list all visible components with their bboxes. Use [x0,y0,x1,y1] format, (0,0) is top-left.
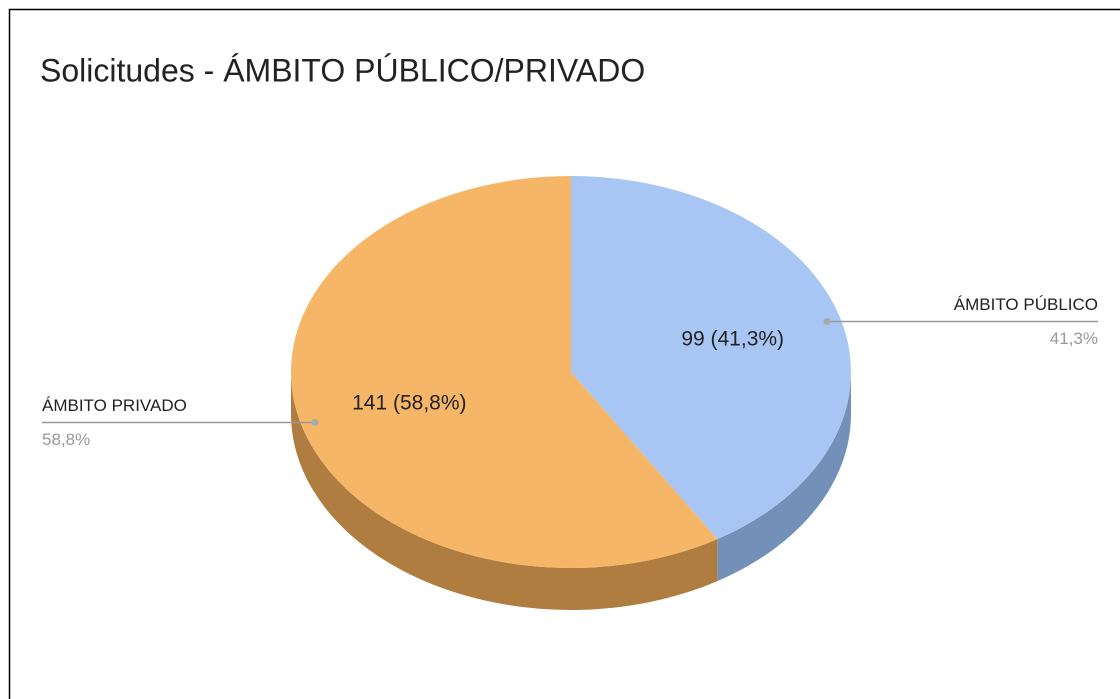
slice-percent-label: 41,3% [1050,329,1098,348]
slice-side [717,372,851,582]
pie-slice [290,176,718,569]
slice-side [291,372,718,610]
leader-dot [311,419,319,427]
slice-value-label: 99 (41,3%) [681,328,784,351]
chart-title: Solicitudes - ÁMBITO PÚBLICO/PRIVADO [40,52,645,88]
slice-category-label: ÁMBITO PRIVADO [42,396,187,415]
leader-dot [823,317,831,325]
slice-percent-label: 58,8% [42,430,90,449]
slice-category-label: ÁMBITO PÚBLICO [954,295,1098,314]
slice-value-label: 141 (58,8%) [352,391,466,414]
pie-slice [571,176,851,540]
